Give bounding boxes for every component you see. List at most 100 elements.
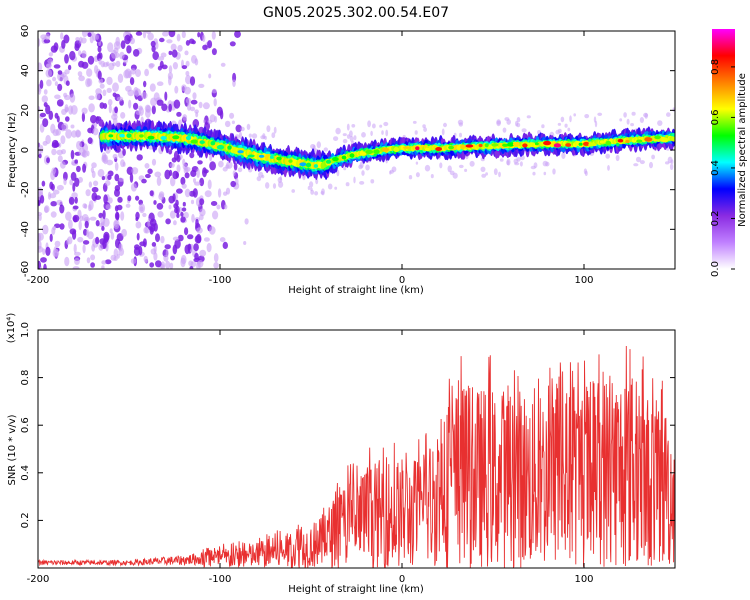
spectrogram-noise-cell — [323, 147, 328, 152]
spectrogram-noise-cell — [203, 119, 206, 123]
spectrogram-noise-cell — [105, 204, 112, 210]
spectrogram-noise-cell — [160, 235, 165, 244]
spectrogram-noise-cell — [361, 170, 365, 176]
spectrogram-noise-cell — [157, 56, 165, 61]
spectrogram-noise-cell — [233, 162, 238, 171]
spectrogram-noise-cell — [224, 120, 231, 128]
spectrogram-noise-cell — [370, 179, 375, 184]
spectrogram-noise-cell — [131, 167, 139, 175]
spectrogram-noise-cell — [211, 88, 217, 94]
spectrogram-noise-cell — [430, 174, 434, 179]
spectrogram-noise-cell — [188, 190, 196, 197]
spectrogram-noise-cell — [99, 83, 105, 89]
snr-frame — [37, 329, 676, 569]
spectrogram-peak-cell — [424, 147, 430, 152]
spectrogram-noise-cell — [69, 93, 76, 103]
spectrogram-noise-cell — [42, 118, 49, 128]
spectrogram-noise-cell — [126, 166, 134, 175]
spectrogram-peak-cell — [415, 146, 420, 151]
spectrogram-noise-cell — [361, 132, 366, 138]
spectrogram-noise-cell — [117, 73, 124, 84]
spectrogram-peak-cell — [588, 142, 596, 147]
spectrogram-noise-cell — [327, 183, 333, 190]
spectrogram-noise-cell — [272, 183, 277, 189]
spectrogram-noise-cell — [61, 39, 66, 49]
spectrogram-noise-cell — [216, 204, 221, 210]
spectrogram-noise-cell — [180, 211, 184, 217]
spectrogram-noise-cell — [172, 193, 176, 202]
spectrogram-peak-cell — [210, 141, 216, 146]
spectrogram-noise-cell — [90, 262, 95, 268]
spectrogram-ridge-cell — [671, 136, 675, 142]
spectrogram-noise-cell — [195, 112, 199, 118]
spectrogram-noise-cell — [447, 165, 452, 173]
spectrogram-noise-cell — [415, 172, 420, 178]
spectrogram-noise-cell — [72, 205, 79, 210]
spectrogram-noise-cell — [391, 166, 397, 173]
spectrogram-noise-cell — [54, 94, 61, 100]
spectrogram-noise-cell — [182, 201, 186, 207]
spectrogram-noise-cell — [114, 106, 118, 114]
spectrogram-peak-cell — [269, 155, 274, 159]
spectrogram-noise-cell — [234, 31, 241, 38]
spectrogram-noise-cell — [232, 79, 236, 87]
spectrogram-noise-cell — [422, 124, 426, 129]
spectrogram-peak-cell — [305, 162, 312, 168]
spectrogram-noise-cell — [75, 37, 80, 42]
spectrogram-noise-cell — [148, 63, 154, 69]
spectrogram-noise-cell — [61, 123, 69, 131]
spectrogram-noise-cell — [114, 205, 119, 212]
spectrogram-noise-cell — [174, 207, 179, 214]
colorbar: 0.0 0.2 0.4 0.6 0.8 Normalized spectral ampl… — [710, 29, 748, 277]
spectrogram-noise-cell — [358, 164, 363, 170]
spectrogram-noise-cell — [64, 106, 69, 113]
spectrogram-noise-cell — [126, 45, 132, 54]
spectrogram-noise-cell — [367, 120, 371, 128]
spectrogram-noise-cell — [630, 123, 634, 127]
spectrogram-noise-cell — [53, 248, 59, 257]
spectrogram-noise-cell — [155, 233, 160, 243]
spectrogram-noise-cell — [112, 92, 117, 98]
spectrogram-noise-cell — [315, 178, 319, 185]
spectrogram-noise-cell — [145, 173, 151, 179]
spectrogram-noise-cell — [309, 181, 314, 188]
spectrogram-noise-cell — [97, 169, 105, 178]
spectrogram-noise-cell — [237, 167, 243, 173]
spectrogram-noise-cell — [135, 221, 142, 229]
spectrogram-noise-cell — [156, 99, 164, 106]
spectrogram-noise-cell — [333, 136, 339, 142]
spectrogram-peak-cell — [359, 151, 367, 156]
spectrogram-noise-cell — [92, 127, 99, 136]
spectrogram-noise-cell — [561, 152, 566, 160]
spectrogram-noise-cell — [557, 128, 562, 134]
spectrogram-noise-cell — [291, 189, 296, 193]
spectrogram-noise-cell — [532, 171, 536, 176]
spectrogram-noise-cell — [136, 232, 140, 241]
spectrogram-noise-cell — [49, 233, 53, 242]
spectrogram-noise-cell — [459, 132, 462, 138]
spectrogram-noise-cell — [180, 176, 186, 186]
spectrogram-peak-cell — [465, 144, 474, 148]
spectrogram-noise-cell — [184, 227, 189, 236]
spectrogram-noise-cell — [112, 153, 118, 160]
spectrogram-noise-cell — [232, 170, 236, 177]
spectrogram-noise-cell — [81, 112, 85, 123]
spectrogram-noise-cell — [619, 118, 623, 122]
spectrogram-noise-cell — [101, 175, 106, 181]
spectrogram-noise-cell — [77, 71, 83, 77]
spectrogram-noise-cell — [151, 105, 156, 115]
snr-x-label: Height of straight line (km) — [288, 584, 424, 595]
spectrogram-noise-cell — [541, 124, 545, 129]
spectrogram-noise-cell — [72, 230, 77, 240]
spectrogram-noise-cell — [102, 239, 107, 249]
spectrogram-noise-cell — [584, 114, 590, 119]
spectrogram-noise-cell — [353, 176, 356, 184]
spectrogram-noise-cell — [180, 216, 186, 223]
spectrogram-peak-cell — [661, 137, 669, 143]
spectrogram-noise-cell — [135, 69, 141, 78]
spectrogram-peak-cell — [403, 146, 411, 150]
spectrogram-noise-cell — [87, 55, 95, 65]
spectrogram-noise-cell — [95, 220, 100, 227]
spectrogram-noise-cell — [607, 165, 610, 171]
